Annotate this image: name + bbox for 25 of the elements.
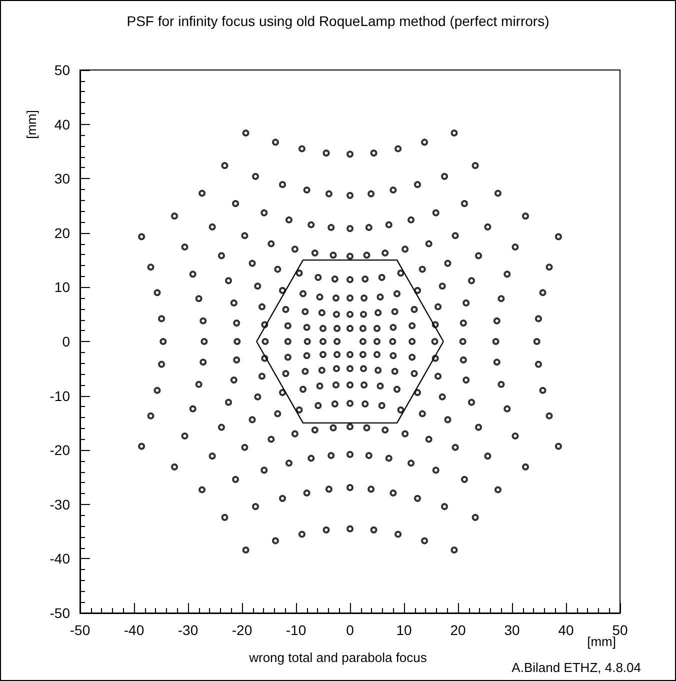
y-tick-label: 0 — [62, 334, 70, 350]
text: A.Biland ETHZ, 4.8.04 — [512, 660, 642, 675]
y-tick-label: -20 — [50, 442, 70, 458]
y-tick-label: 40 — [54, 116, 70, 132]
x-tick-label: 0 — [346, 622, 354, 638]
y-tick-label: 20 — [54, 224, 70, 241]
x-tick-label: 40 — [558, 622, 574, 638]
x-tick-label: -50 — [70, 622, 90, 638]
x-tick-label: -20 — [232, 622, 252, 638]
y-tick-label: -50 — [50, 605, 70, 621]
y-tick-label: 50 — [54, 62, 70, 78]
x-tick-label: 20 — [450, 622, 466, 638]
y-tick-label: 30 — [54, 170, 70, 187]
text: wrong total and parabola focus — [248, 650, 428, 665]
y-axis-title: [mm] — [24, 110, 39, 139]
y-tick-label: 10 — [54, 279, 70, 296]
x-tick-label: -10 — [286, 622, 306, 638]
x-tick-label: 10 — [396, 622, 412, 638]
y-tick-label: -40 — [50, 550, 70, 567]
y-tick-label: -30 — [50, 496, 70, 512]
x-tick-label: -30 — [178, 622, 198, 638]
x-tick-label: 30 — [504, 622, 520, 638]
chart-title: PSF for infinity focus using old RoqueLamp method (perfect mirrors) — [126, 13, 550, 29]
x-tick-label: -40 — [124, 622, 144, 638]
y-tick-label: -10 — [50, 388, 70, 404]
